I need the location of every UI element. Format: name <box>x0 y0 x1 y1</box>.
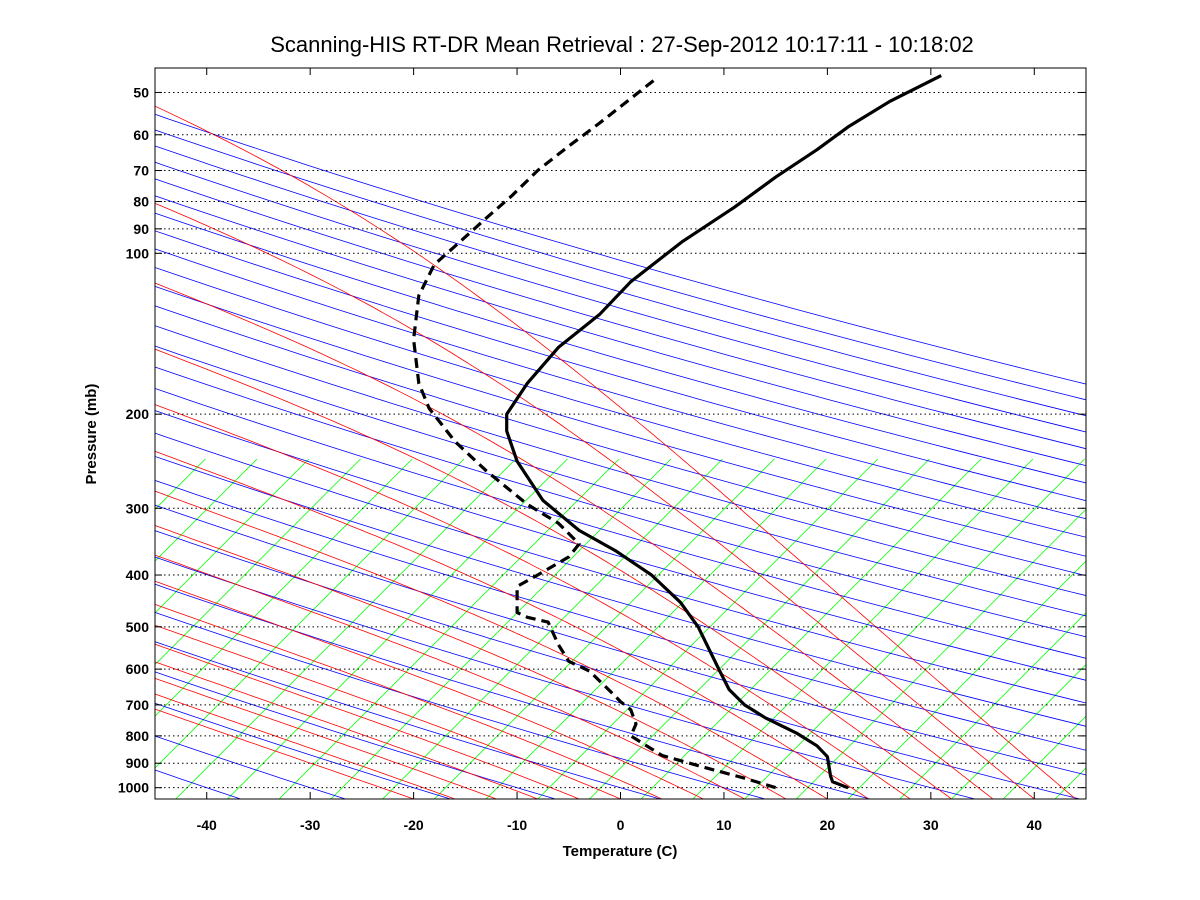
plot-area <box>155 68 1086 799</box>
y-tick-label: 600 <box>126 661 150 677</box>
isotherm-line <box>175 458 516 799</box>
x-tick-label: -10 <box>507 817 527 833</box>
moist-adiabat-line <box>155 624 621 799</box>
moist-adiabat-line <box>155 202 1035 799</box>
moist-adiabat-line <box>155 490 828 799</box>
y-axis: 50 60 70 80 90 100 200 300 400 500 600 700 800 900 100… <box>118 84 1086 796</box>
dry-adiabat-line <box>155 230 1086 502</box>
dry-adiabat-line <box>155 113 1086 385</box>
x-tick-label: 10 <box>716 817 732 833</box>
dry-adiabat-line <box>155 145 1086 417</box>
dry-adiabat-line <box>155 178 1086 450</box>
isotherm-line <box>330 458 672 799</box>
y-tick-label: 500 <box>126 619 150 635</box>
moist-adiabat-line <box>155 693 456 799</box>
y-tick-label: 70 <box>133 163 149 179</box>
x-axis: -40 -30 -20 -10 0 10 20 30 40 <box>197 68 1042 833</box>
dry-adiabat-line <box>155 410 1086 681</box>
x-tick-label: 40 <box>1026 817 1042 833</box>
dry-adiabat-line <box>155 388 1086 659</box>
dry-adiabat-line <box>155 456 1086 727</box>
profile-lines <box>412 74 942 790</box>
isotherm-line <box>227 458 568 799</box>
moist-adiabat-line <box>155 708 414 799</box>
background-lines <box>155 105 1086 799</box>
dry-adiabat-line <box>155 212 1086 484</box>
isotherm-line <box>1002 715 1086 799</box>
isotherm-line <box>692 458 1034 799</box>
isotherm-line <box>434 458 775 799</box>
y-tick-label: 900 <box>126 755 150 771</box>
isotherm-line <box>589 458 930 799</box>
temperature-profile-line <box>505 74 942 790</box>
dry-adiabat-line <box>155 556 975 799</box>
x-axis-label: Temperature (C) <box>563 843 678 860</box>
y-tick-label: 1000 <box>118 780 149 796</box>
y-tick-label: 80 <box>133 194 149 210</box>
x-tick-label: 0 <box>617 817 625 833</box>
dry-adiabat-line <box>155 267 1086 538</box>
chart-title: Scanning-HIS RT-DR Mean Retrieval : 27-S… <box>270 32 974 57</box>
dry-adiabat-line <box>155 432 1086 704</box>
isotherm-line <box>382 458 723 799</box>
moist-adiabat-line <box>155 661 538 799</box>
isotherm-line <box>951 663 1086 799</box>
isotherm-line <box>155 458 258 562</box>
moist-adiabat-line <box>155 525 787 799</box>
moist-adiabat-line <box>155 404 911 799</box>
dewpoint-profile-line <box>412 76 777 790</box>
dry-adiabat-line <box>155 504 1086 776</box>
moist-adiabat-line <box>155 348 952 799</box>
moist-adiabat-line <box>155 580 704 799</box>
y-tick-label: 800 <box>126 728 150 744</box>
dry-adiabat-line <box>155 285 1086 557</box>
dry-adiabat-line <box>155 161 1086 433</box>
x-tick-label: -20 <box>403 817 423 833</box>
dry-adiabat-line <box>155 641 661 799</box>
y-tick-label: 60 <box>133 127 149 143</box>
dry-adiabat-line <box>155 583 871 799</box>
dry-adiabat-line <box>155 325 1086 596</box>
moist-adiabat-line <box>155 105 1076 799</box>
isotherm-line <box>537 458 879 799</box>
isotherm-line <box>796 508 1086 799</box>
y-tick-label: 100 <box>126 245 150 261</box>
moist-adiabat-line <box>155 554 745 799</box>
dry-adiabat-line <box>155 305 1086 577</box>
isotherm-line <box>744 458 1085 799</box>
y-tick-label: 200 <box>126 406 150 422</box>
x-tick-label: -30 <box>300 817 320 833</box>
x-tick-label: -40 <box>197 817 217 833</box>
dry-adiabat-line <box>155 129 1086 401</box>
dry-adiabat-line <box>155 611 766 799</box>
dry-adiabat-line <box>155 345 1086 617</box>
y-tick-label: 300 <box>126 500 150 516</box>
dry-adiabat-line <box>155 530 1080 799</box>
moist-adiabat-line <box>155 282 994 799</box>
isotherm-line <box>485 458 827 799</box>
x-tick-label: 30 <box>923 817 939 833</box>
isotherm-line <box>847 560 1086 799</box>
y-tick-label: 50 <box>133 84 149 100</box>
x-tick-label: 20 <box>820 817 836 833</box>
moist-adiabat-line <box>155 677 497 799</box>
dry-adiabat-line <box>155 195 1086 467</box>
y-tick-label: 700 <box>126 697 150 713</box>
moist-adiabat-line <box>155 450 870 799</box>
y-tick-label: 90 <box>133 221 149 237</box>
dry-adiabat-line <box>155 480 1086 751</box>
y-tick-label: 400 <box>126 567 150 583</box>
isotherm-line <box>155 458 361 666</box>
isotherm-line <box>155 458 413 717</box>
dry-adiabat-line <box>155 671 556 799</box>
isotherm-line <box>155 458 310 614</box>
moist-adiabat-line <box>155 603 663 799</box>
y-axis-label: Pressure (mb) <box>83 384 100 485</box>
dry-adiabat-line <box>155 366 1086 638</box>
dry-adiabat-line <box>155 248 1086 520</box>
moist-adiabat-line <box>155 643 580 799</box>
